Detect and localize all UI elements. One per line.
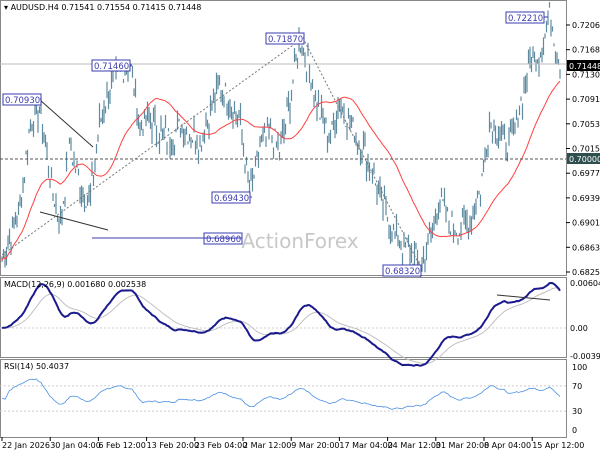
macd-line xyxy=(1,281,561,367)
frame xyxy=(0,0,567,438)
x-tick-label: 24 Mar 12:00 xyxy=(388,441,441,450)
price-label: 0.69430 xyxy=(214,194,249,204)
price-label: 0.68320 xyxy=(385,267,420,277)
x-tick-label: 2 Mar 12:00 xyxy=(243,441,291,450)
x-tick-label: 30 Jan 04:00 xyxy=(50,441,101,450)
current-price-value: 0.71448 xyxy=(569,62,600,71)
rsi-tick-label: 0 xyxy=(572,426,577,435)
macd-divergence-line xyxy=(496,294,551,301)
rsi-line xyxy=(2,378,561,410)
x-tick-label: 13 Feb 20:00 xyxy=(147,441,199,450)
x-tick-label: 22 Jan 2026 xyxy=(2,441,50,450)
x-tick-label: 31 Mar 20:00 xyxy=(436,441,489,450)
moving-average-line xyxy=(1,80,561,261)
price-label: 0.71460 xyxy=(94,62,129,72)
current-price-badge xyxy=(567,60,600,71)
rsi-tick-label: 30 xyxy=(572,407,582,416)
fib-line xyxy=(302,37,421,267)
level-value: 0.70000 xyxy=(569,155,600,164)
rsi-tick-label: 70 xyxy=(572,382,582,391)
level-badge xyxy=(567,153,600,164)
price-label: 0.70930 xyxy=(5,96,40,106)
macd-signal-line xyxy=(1,287,561,364)
symbol-header: ▾ AUDUSD.H4 0.71541 0.71554 0.71415 0.71… xyxy=(4,3,201,12)
rsi-tick-label: 100 xyxy=(572,363,587,372)
rsi-label: RSI(14) 50.4037 xyxy=(4,362,69,371)
macd-tick-label: 0.00 xyxy=(570,324,588,333)
x-tick-label: 9 Mar 20:00 xyxy=(291,441,339,450)
macd-tick-label: -0.00394 xyxy=(570,352,600,361)
fib-line xyxy=(1,37,304,256)
price-label: 0.72210 xyxy=(508,14,543,24)
x-tick-label: 8 Apr 04:00 xyxy=(484,441,531,450)
x-tick-label: 23 Feb 04:00 xyxy=(195,441,247,450)
trendline xyxy=(39,99,94,148)
trendline xyxy=(39,211,109,231)
macd-label: MACD(12,26,9) 0.001680 0.002538 xyxy=(4,280,146,289)
x-tick-label: 17 Mar 04:00 xyxy=(339,441,392,450)
price-label: 0.68960 xyxy=(206,235,241,245)
x-tick-label: 15 Apr 12:00 xyxy=(532,441,584,450)
macd-tick-label: 0.006048 xyxy=(570,279,600,288)
x-tick-label: 6 Feb 12:00 xyxy=(98,441,145,450)
price-label: 0.71870 xyxy=(268,35,303,45)
watermark: ActionForex xyxy=(241,229,358,253)
